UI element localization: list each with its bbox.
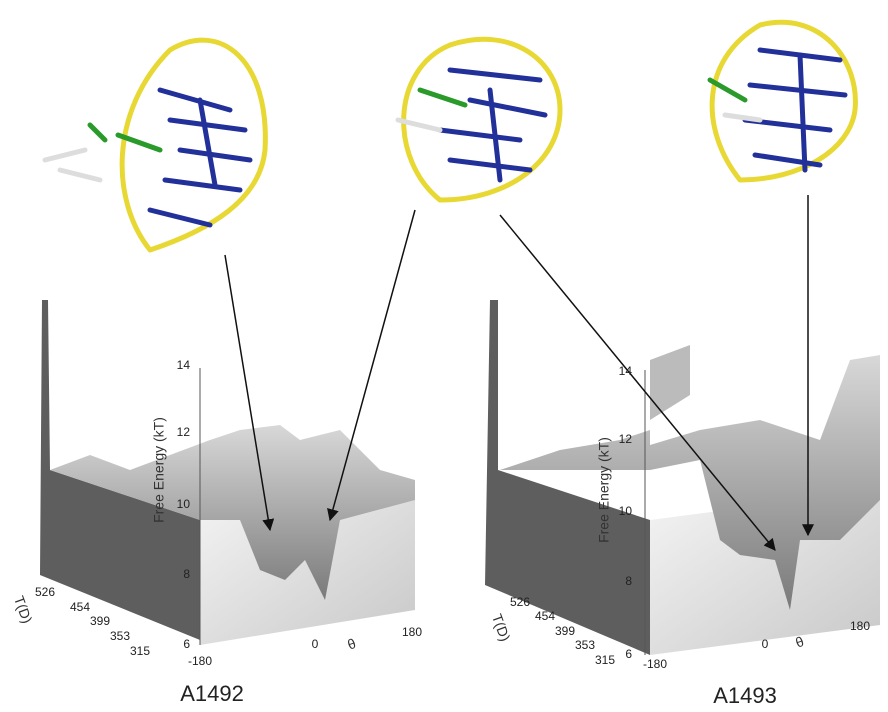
depth-tick-label: 315 [130, 644, 150, 658]
depth-tick-label: 315 [595, 653, 615, 667]
z-tick-label: 8 [183, 567, 190, 581]
depth-tick-label: 454 [70, 600, 90, 614]
depth-tick-label: 526 [510, 595, 530, 609]
z-axis-label: Free Energy (kT) [151, 417, 167, 523]
theta-tick-label: -180 [643, 657, 667, 671]
molecule-left [45, 40, 265, 250]
theta-tick-label: 180 [402, 625, 422, 639]
z-tick-label: 12 [177, 425, 191, 439]
depth-tick-label: 399 [90, 614, 110, 628]
molecule-right [710, 22, 855, 180]
z-tick-label: 8 [625, 574, 632, 588]
z-axis-label: Free Energy (kT) [596, 437, 612, 543]
depth-tick-label: 399 [555, 624, 575, 638]
theta-axis-label: θ [345, 635, 358, 653]
surface-right [485, 300, 880, 655]
depth-tick-label: 353 [110, 629, 130, 643]
depth-tick-label: 526 [35, 585, 55, 599]
panel-name: A1493 [713, 683, 777, 708]
z-tick-label: 12 [619, 432, 633, 446]
depth-tick-label: 454 [535, 609, 555, 623]
molecule-middle [398, 39, 560, 200]
theta-tick-label: 180 [850, 619, 870, 633]
z-tick-label: 14 [177, 358, 191, 372]
theta-tick-label: -180 [188, 654, 212, 668]
theta-tick-label: 0 [762, 637, 769, 651]
theta-axis-label: θ [793, 633, 806, 651]
panel-name: A1492 [180, 681, 244, 706]
depth-tick-label: 353 [575, 638, 595, 652]
z-tick-label: 6 [625, 647, 632, 661]
z-tick-label: 10 [619, 504, 633, 518]
z-tick-label: 10 [177, 497, 191, 511]
z-tick-label: 6 [183, 637, 190, 651]
surface-left [40, 300, 415, 645]
figure: 14121086Free Energy (kT)526454399353315T… [0, 0, 888, 712]
z-tick-label: 14 [619, 364, 633, 378]
depth-axis-label: T(D) [11, 594, 36, 626]
theta-tick-label: 0 [312, 637, 319, 651]
depth-axis-label: T(D) [489, 612, 514, 644]
